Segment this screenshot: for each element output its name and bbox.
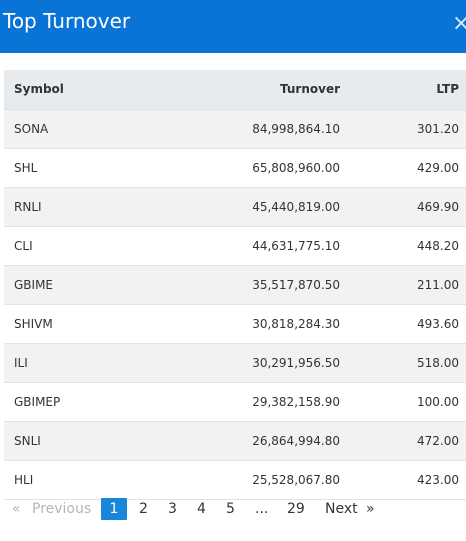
page-button-last[interactable]: 29	[287, 501, 305, 517]
cell-symbol: SNLI	[14, 433, 41, 448]
previous-button[interactable]: Previous	[32, 501, 92, 517]
table-row[interactable]: HLI 25,528,067.80 423.00	[4, 460, 466, 499]
next-arrow[interactable]: »	[366, 501, 375, 517]
cell-ltp: 469.90	[417, 199, 459, 214]
cell-ltp: 100.00	[417, 394, 459, 409]
cell-ltp: 423.00	[417, 472, 459, 487]
cell-symbol: GBIMEP	[14, 394, 61, 409]
column-header-turnover[interactable]: Turnover	[194, 70, 340, 110]
table-body: SONA 84,998,864.10 301.20 SHL 65,808,960.00 4…	[4, 109, 466, 499]
close-icon[interactable]: ×	[452, 11, 466, 36]
table-row[interactable]: RNLI 45,440,819.00 469.90	[4, 187, 466, 226]
cell-turnover: 35,517,870.50	[252, 277, 340, 292]
table-row[interactable]: SONA 84,998,864.10 301.20	[4, 109, 466, 148]
page-button-1[interactable]: 1	[101, 498, 127, 520]
cell-symbol: CLI	[14, 238, 33, 253]
cell-turnover: 84,998,864.10	[252, 121, 340, 136]
page-button-2[interactable]: 2	[139, 501, 148, 517]
cell-symbol: RNLI	[14, 199, 42, 214]
table-row[interactable]: SNLI 26,864,994.80 472.00	[4, 421, 466, 460]
cell-ltp: 448.20	[417, 238, 459, 253]
table-row[interactable]: CLI 44,631,775.10 448.20	[4, 226, 466, 265]
cell-turnover: 26,864,994.80	[252, 433, 340, 448]
page-button-3[interactable]: 3	[168, 501, 177, 517]
cell-turnover: 30,291,956.50	[252, 355, 340, 370]
table-row[interactable]: GBIMEP 29,382,158.90 100.00	[4, 382, 466, 421]
page-button-4[interactable]: 4	[197, 501, 206, 517]
cell-ltp: 211.00	[417, 277, 459, 292]
pagination: « Previous 1 2 3 4 5 ... 29 Next »	[0, 498, 466, 522]
table-row[interactable]: SHIVM 30,818,284.30 493.60	[4, 304, 466, 343]
cell-symbol: SHIVM	[14, 316, 53, 331]
cell-turnover: 29,382,158.90	[252, 394, 340, 409]
modal-header: Top Turnover ×	[0, 0, 466, 53]
cell-turnover: 45,440,819.00	[252, 199, 340, 214]
table-header-row: Symbol Turnover LTP	[4, 70, 466, 110]
cell-symbol: SONA	[14, 121, 49, 136]
column-header-ltp[interactable]: LTP	[340, 70, 466, 110]
cell-symbol: GBIME	[14, 277, 54, 292]
table-row[interactable]: GBIME 35,517,870.50 211.00	[4, 265, 466, 304]
modal-title: Top Turnover	[3, 9, 131, 33]
page-button-5[interactable]: 5	[226, 501, 235, 517]
turnover-table: Symbol Turnover LTP SONA 84,998,864.10 301…	[4, 70, 466, 500]
cell-ltp: 301.20	[417, 121, 459, 136]
cell-ltp: 429.00	[417, 160, 459, 175]
previous-arrow[interactable]: «	[12, 501, 21, 517]
table-row[interactable]: SHL 65,808,960.00 429.00	[4, 148, 466, 187]
turnover-table-container: Symbol Turnover LTP SONA 84,998,864.10 301…	[4, 70, 466, 500]
column-header-symbol[interactable]: Symbol	[4, 70, 194, 110]
next-button[interactable]: Next	[325, 501, 358, 517]
cell-ltp: 518.00	[417, 355, 459, 370]
cell-turnover: 44,631,775.10	[252, 238, 340, 253]
cell-symbol: SHL	[14, 160, 38, 175]
cell-turnover: 65,808,960.00	[252, 160, 340, 175]
cell-ltp: 472.00	[417, 433, 459, 448]
page-ellipsis: ...	[255, 501, 269, 517]
cell-ltp: 493.60	[417, 316, 459, 331]
cell-turnover: 25,528,067.80	[252, 472, 340, 487]
cell-turnover: 30,818,284.30	[252, 316, 340, 331]
table-row[interactable]: ILI 30,291,956.50 518.00	[4, 343, 466, 382]
cell-symbol: HLI	[14, 472, 34, 487]
cell-symbol: ILI	[14, 355, 28, 370]
